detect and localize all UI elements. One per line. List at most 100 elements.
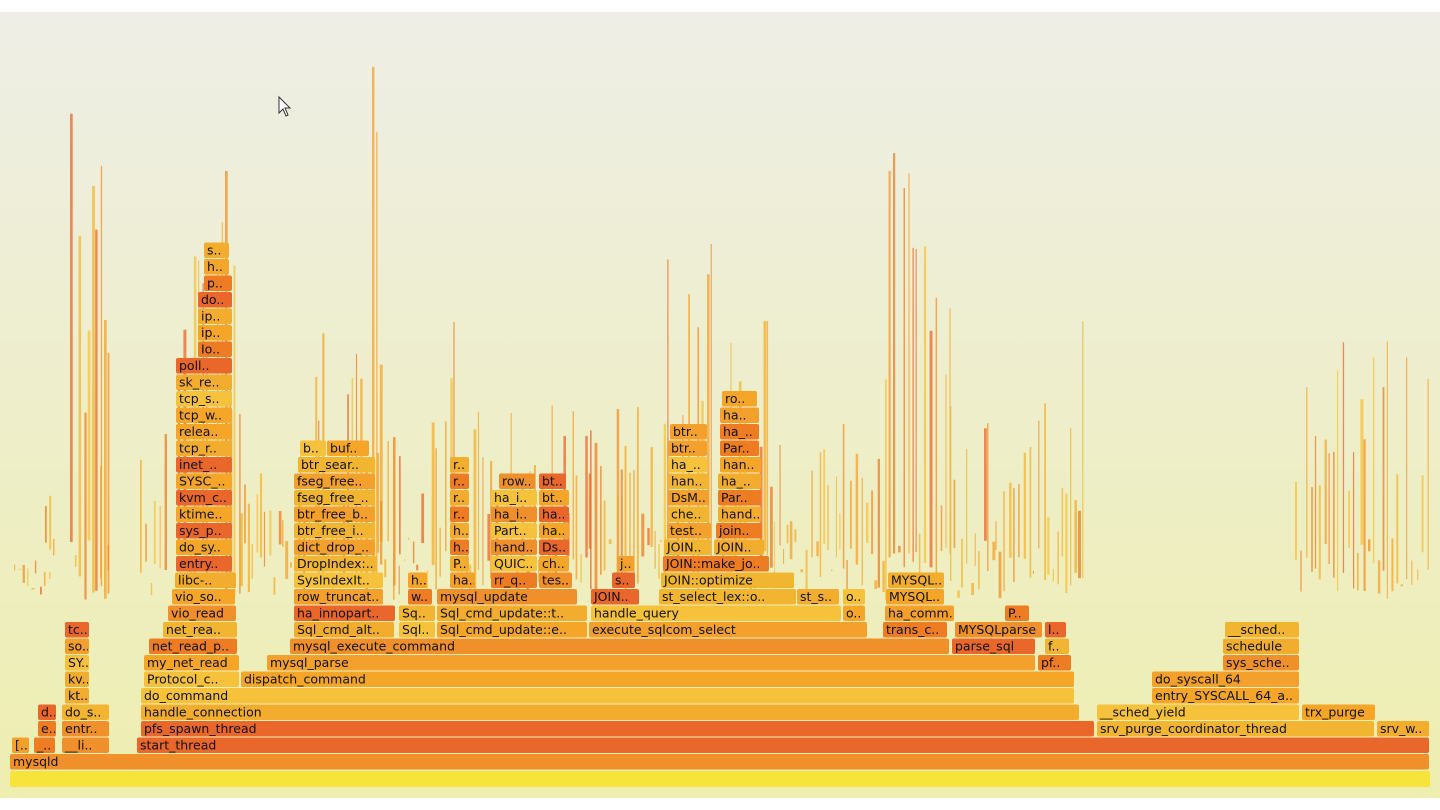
frame[interactable]	[62, 721, 109, 737]
frame[interactable]	[450, 523, 469, 539]
frame[interactable]	[294, 622, 394, 638]
frame[interactable]	[399, 605, 435, 622]
frame[interactable]	[450, 473, 469, 490]
frame[interactable]	[198, 341, 232, 358]
frame[interactable]	[294, 539, 375, 556]
frame[interactable]	[294, 473, 375, 490]
frame[interactable]	[663, 556, 769, 572]
frame[interactable]	[204, 242, 229, 259]
frame[interactable]	[38, 704, 56, 721]
frame[interactable]	[668, 473, 709, 490]
frame[interactable]	[539, 572, 572, 589]
frame[interactable]	[539, 490, 569, 506]
frame[interactable]	[294, 589, 383, 605]
frame[interactable]	[539, 539, 569, 556]
frame[interactable]	[267, 655, 1035, 671]
frame[interactable]	[294, 523, 375, 539]
frame[interactable]	[176, 556, 232, 572]
frame[interactable]	[176, 424, 232, 440]
frame[interactable]	[176, 407, 232, 424]
frame[interactable]	[38, 721, 56, 737]
frame[interactable]	[294, 572, 383, 589]
frame[interactable]	[718, 506, 761, 523]
frame[interactable]	[176, 473, 232, 490]
frame[interactable]	[137, 737, 1429, 754]
frame[interactable]	[163, 622, 237, 638]
frame[interactable]	[1045, 622, 1066, 638]
frame[interactable]	[539, 556, 569, 572]
frame[interactable]	[883, 622, 947, 638]
frame[interactable]	[175, 572, 236, 589]
frame[interactable]	[720, 457, 761, 473]
frame[interactable]	[65, 655, 89, 671]
frame[interactable]	[617, 556, 634, 572]
frame[interactable]	[172, 589, 235, 605]
frame[interactable]	[491, 506, 537, 523]
frame[interactable]	[408, 572, 427, 589]
frame[interactable]	[294, 506, 375, 523]
frame[interactable]	[176, 358, 232, 374]
frame[interactable]	[437, 605, 587, 622]
frame[interactable]	[176, 391, 232, 407]
frame[interactable]	[65, 688, 89, 704]
frame[interactable]	[1377, 721, 1429, 737]
frame[interactable]	[591, 589, 639, 605]
frame[interactable]	[589, 622, 867, 638]
frame[interactable]	[1005, 605, 1029, 622]
frame[interactable]	[720, 424, 759, 440]
frame[interactable]	[176, 523, 232, 539]
frame[interactable]	[885, 605, 954, 622]
frame[interactable]	[144, 655, 239, 671]
frame[interactable]	[294, 605, 395, 622]
frame[interactable]	[176, 457, 232, 473]
frame[interactable]	[886, 589, 944, 605]
frame[interactable]	[176, 506, 232, 523]
frame[interactable]	[198, 292, 232, 308]
frame[interactable]	[1097, 704, 1299, 721]
frame[interactable]	[327, 440, 369, 457]
frame[interactable]	[1152, 688, 1299, 704]
frame[interactable]	[720, 440, 759, 457]
frame[interactable]	[450, 506, 469, 523]
frame[interactable]	[1223, 655, 1299, 671]
frame[interactable]	[716, 523, 762, 539]
frame[interactable]	[1225, 622, 1299, 638]
frame[interactable]	[65, 671, 89, 688]
frame[interactable]	[399, 622, 435, 638]
frame[interactable]	[668, 457, 707, 473]
frame[interactable]	[888, 572, 944, 589]
frame[interactable]	[144, 671, 239, 688]
frame[interactable]	[1097, 721, 1374, 737]
frame[interactable]	[670, 424, 707, 440]
frame[interactable]	[539, 523, 569, 539]
frame[interactable]	[491, 490, 537, 506]
frame[interactable]	[437, 622, 587, 638]
frame[interactable]	[168, 605, 236, 622]
frame[interactable]	[1302, 704, 1375, 721]
frame[interactable]	[176, 539, 232, 556]
frame[interactable]	[491, 539, 537, 556]
frame[interactable]	[714, 539, 764, 556]
frame[interactable]	[12, 737, 29, 754]
frame[interactable]	[668, 440, 707, 457]
frame[interactable]	[952, 638, 1035, 655]
frame[interactable]	[294, 556, 377, 572]
frame[interactable]	[450, 539, 469, 556]
frame[interactable]	[668, 506, 709, 523]
frame[interactable]	[659, 589, 796, 605]
frame[interactable]	[198, 308, 232, 325]
frame[interactable]	[141, 721, 1094, 737]
frame[interactable]	[450, 556, 469, 572]
frame[interactable]	[437, 589, 577, 605]
root-frame[interactable]	[10, 771, 1430, 787]
frame[interactable]	[62, 737, 109, 754]
frame[interactable]	[612, 572, 635, 589]
frame[interactable]	[720, 407, 759, 424]
frame[interactable]	[408, 589, 432, 605]
frame[interactable]	[34, 737, 55, 754]
frame[interactable]	[1038, 655, 1071, 671]
frame[interactable]	[491, 523, 537, 539]
frame[interactable]	[668, 490, 709, 506]
frame[interactable]	[450, 457, 469, 473]
frame[interactable]	[141, 688, 1074, 704]
